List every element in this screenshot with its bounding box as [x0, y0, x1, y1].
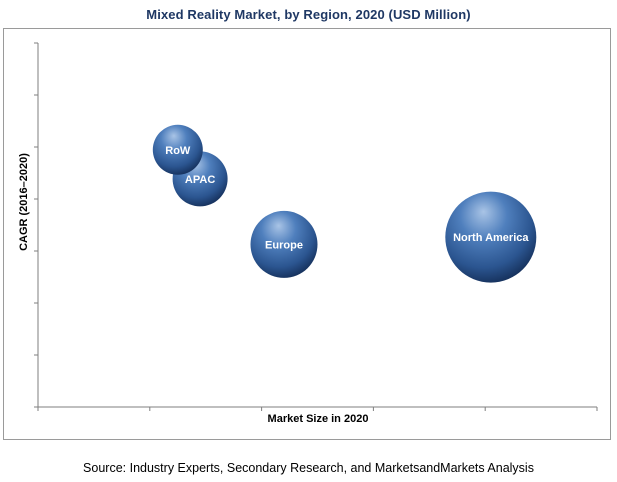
bubble-north-america — [445, 191, 537, 283]
x-axis-label: Market Size in 2020 — [268, 413, 369, 425]
bubble-label-europe: Europe — [265, 239, 303, 251]
bubble-row — [152, 124, 203, 175]
bubble-label-north-america: North America — [453, 232, 529, 244]
bubble-europe — [250, 210, 318, 278]
bubble-label-row: RoW — [165, 145, 191, 157]
chart-axes — [37, 43, 597, 408]
source-note: Source: Industry Experts, Secondary Rese… — [83, 461, 534, 475]
chart-frame — [3, 28, 611, 440]
y-axis-label: CAGR (2016–2020) — [18, 153, 30, 251]
bubble-label-apac: APAC — [185, 174, 215, 186]
chart-title: Mixed Reality Market, by Region, 2020 (U… — [146, 7, 471, 22]
